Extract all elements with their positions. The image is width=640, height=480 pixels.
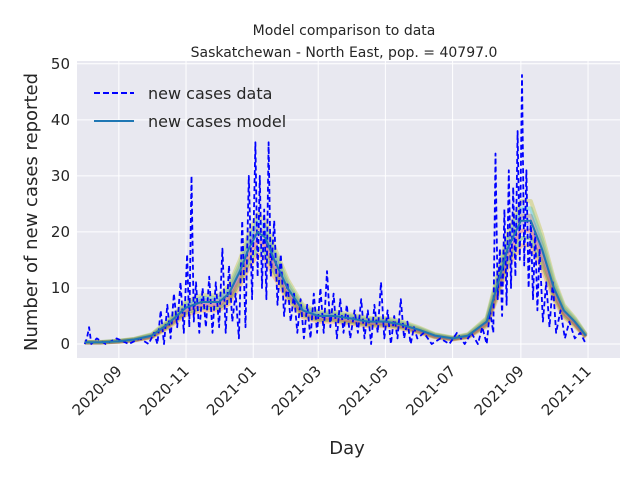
x-tick-label: 2021-05	[335, 362, 392, 419]
y-tick-label: 40	[51, 111, 70, 129]
x-tick-label: 2020-09	[69, 362, 126, 419]
ensemble-member-line	[84, 228, 588, 345]
chart-title: Model comparison to data	[253, 23, 436, 39]
ensemble-member-line	[84, 213, 588, 345]
x-tick-label: 2021-01	[203, 362, 260, 419]
y-tick-label: 20	[51, 223, 70, 241]
ensemble-member-line	[84, 206, 588, 345]
x-tick-label: 2021-09	[471, 362, 528, 419]
legend-label-data: new cases data	[148, 84, 272, 103]
x-axis-ticks: 2020-09 2020-11 2021-01 2021-03 2021-05 2021-…	[69, 362, 595, 419]
x-axis-label: Day	[329, 438, 365, 459]
legend-label-model: new cases model	[148, 112, 286, 131]
x-tick-label: 2020-11	[136, 362, 193, 419]
series-line-model	[84, 219, 587, 344]
x-tick-label: 2021-03	[268, 362, 325, 419]
legend: new cases data new cases model	[94, 84, 286, 131]
series-layer	[83, 74, 587, 345]
y-axis-ticks: 0 10 20 30 40 50	[51, 55, 70, 353]
ensemble-member-line	[84, 243, 588, 345]
x-tick-label: 2021-11	[538, 362, 595, 419]
y-tick-label: 10	[51, 279, 70, 297]
y-axis-label: Number of new cases reported	[21, 73, 42, 351]
y-tick-label: 30	[51, 167, 70, 185]
y-tick-label: 0	[60, 335, 70, 353]
x-tick-label: 2021-07	[402, 362, 459, 419]
ensemble-member-line	[84, 236, 588, 345]
chart-subtitle: Saskatchewan - North East, pop. = 40797.…	[191, 45, 498, 61]
y-tick-label: 50	[51, 55, 70, 73]
